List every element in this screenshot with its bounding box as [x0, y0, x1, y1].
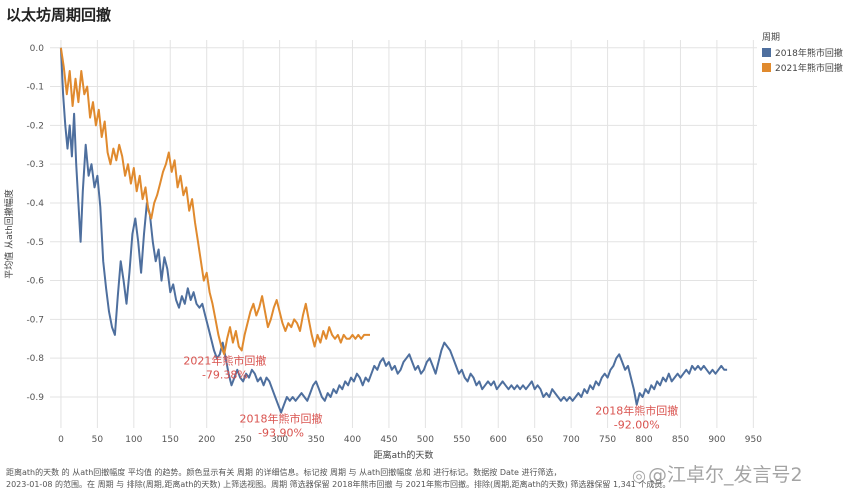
- x-axis-title: 距离ath的天数: [374, 449, 434, 461]
- caption-line: 2023-01-08 的范围。在 周期 与 排除(周期,距离ath的天数) 上筛…: [6, 480, 671, 489]
- annotation-label: 2018年熊市回撤: [240, 411, 323, 425]
- x-tick-label: 400: [344, 435, 361, 445]
- x-tick-label: 750: [599, 435, 616, 445]
- y-tick-label: -0.2: [26, 121, 44, 131]
- y-tick-label: -0.4: [26, 199, 44, 209]
- weibo-logo-icon: ◎: [632, 466, 646, 485]
- x-tick-label: 350: [307, 435, 324, 445]
- caption-line: 距离ath的天数 的 从ath回撤幅度 平均值 的趋势。颜色显示有关 周期 的详…: [6, 468, 562, 477]
- y-axis-title: 平均值 从ath回撤幅度: [3, 189, 15, 279]
- series-line-2018[interactable]: [59, 47, 728, 414]
- legend-label: 2021年熊市回撤: [775, 64, 843, 74]
- y-tick-label: 0.0: [30, 44, 45, 54]
- x-tick-label: 950: [745, 435, 762, 445]
- chart-title: 以太坊周期回撤: [6, 6, 112, 24]
- x-tick-label: 50: [92, 435, 104, 445]
- annotation-value: -93.90%: [258, 426, 304, 439]
- x-tick-label: 550: [453, 435, 470, 445]
- annotation-value: -92.00%: [614, 419, 660, 432]
- legend-item-2021[interactable]: 2021年熊市回撤: [762, 61, 843, 74]
- x-tick-label: 850: [672, 435, 689, 445]
- annotation-label: 2018年熊市回撤: [595, 404, 678, 418]
- x-tick-label: 450: [380, 435, 397, 445]
- x-tick-label: 600: [490, 435, 507, 445]
- x-tick-label: 300: [271, 435, 288, 445]
- y-tick-label: -0.1: [26, 83, 44, 93]
- x-tick-label: 250: [235, 435, 252, 445]
- legend-item-2018[interactable]: 2018年熊市回撤: [762, 46, 843, 59]
- legend-title: 周期: [762, 33, 781, 43]
- y-tick-label: -0.8: [26, 354, 44, 364]
- watermark-text: @江卓尔_发言号2: [647, 464, 803, 486]
- x-tick-label: 900: [708, 435, 725, 445]
- x-tick-label: 700: [563, 435, 580, 445]
- x-tick-label: 500: [417, 435, 434, 445]
- x-tick-label: 0: [58, 435, 64, 445]
- series-line-2021[interactable]: [59, 47, 370, 356]
- y-tick-label: -0.5: [26, 238, 44, 248]
- y-tick-label: -0.9: [26, 393, 44, 403]
- annotation-label: 2021年熊市回撤: [183, 353, 266, 367]
- x-tick-label: 800: [635, 435, 652, 445]
- annotation-value: -79.38%: [202, 368, 248, 381]
- y-tick-label: -0.3: [26, 160, 44, 170]
- legend: 周期 2018年熊市回撤 2021年熊市回撤: [762, 30, 843, 76]
- y-tick-label: -0.7: [26, 315, 44, 325]
- x-tick-label: 650: [526, 435, 543, 445]
- legend-label: 2018年熊市回撤: [775, 49, 843, 59]
- legend-swatch: [762, 63, 771, 72]
- chart-caption: 距离ath的天数 的 从ath回撤幅度 平均值 的趋势。颜色显示有关 周期 的详…: [6, 467, 746, 491]
- y-tick-label: -0.6: [26, 277, 44, 287]
- x-tick-label: 200: [198, 435, 215, 445]
- watermark: ◎ @江卓尔_发言号2: [632, 460, 803, 487]
- x-tick-label: 100: [125, 435, 142, 445]
- legend-swatch: [762, 48, 771, 57]
- x-tick-label: 150: [162, 435, 179, 445]
